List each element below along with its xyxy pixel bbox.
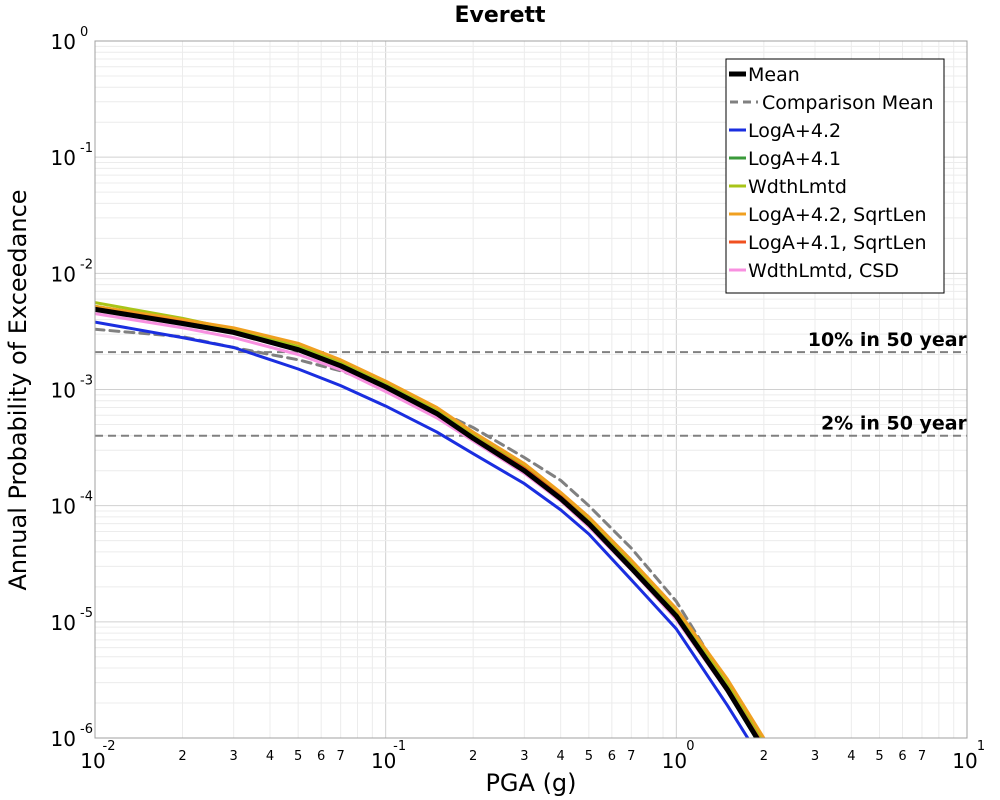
- x-tick-label: 10: [662, 749, 687, 773]
- x-minor-tick-label: 5: [875, 749, 883, 764]
- x-minor-tick-label: 5: [585, 749, 593, 764]
- x-minor-tick-label: 7: [337, 749, 345, 764]
- y-tick-label: 10: [51, 495, 76, 519]
- x-tick-label: 10: [80, 749, 105, 773]
- x-axis-label: PGA (g): [485, 769, 576, 797]
- x-minor-tick-label: 7: [627, 749, 635, 764]
- series-line: [95, 301, 763, 738]
- reference-line-label: 2% in 50 year: [821, 413, 968, 435]
- series-line: [95, 306, 760, 738]
- legend-label: LogA+4.1: [748, 148, 841, 170]
- x-minor-tick-label: 3: [811, 749, 819, 764]
- legend-label: LogA+4.2: [748, 120, 841, 142]
- y-tick-exponent: -1: [80, 141, 93, 156]
- y-tick-label: 10: [51, 727, 76, 751]
- series-line: [95, 320, 750, 738]
- x-minor-tick-label: 6: [608, 749, 616, 764]
- x-minor-tick-label: 6: [898, 749, 906, 764]
- x-tick-exponent: -2: [103, 739, 116, 754]
- y-tick-label: 10: [51, 262, 76, 286]
- reference-line-label: 10% in 50 year: [808, 329, 968, 351]
- y-tick-label: 10: [51, 379, 76, 403]
- y-tick-label: 10: [51, 611, 76, 635]
- y-tick-label: 10: [51, 30, 76, 54]
- legend-label: WdthLmtd, CSD: [748, 260, 899, 282]
- y-tick-label: 10: [51, 146, 76, 170]
- series-line: [95, 304, 766, 738]
- legend-label: Mean: [748, 64, 800, 86]
- legend-label: Comparison Mean: [762, 92, 934, 114]
- legend: Mean Comparison Mean LogA+4.2 LogA+4.1 WdthL…: [725, 58, 945, 294]
- reference-lines: 10% in 50 year 2% in 50 year: [95, 329, 968, 437]
- x-minor-tick-label: 6: [317, 749, 325, 764]
- y-axis-label: Annual Probability of Exceedance: [4, 189, 32, 590]
- y-tick-exponent: 0: [80, 25, 88, 40]
- x-tick-label: 10: [371, 749, 396, 773]
- legend-box: [725, 58, 945, 294]
- x-minor-tick-label: 2: [760, 749, 768, 764]
- x-minor-tick-label: 5: [294, 749, 302, 764]
- series-lines: [95, 301, 766, 738]
- chart-title: Everett: [454, 3, 546, 28]
- x-minor-tick-label: 3: [520, 749, 528, 764]
- plot-frame: [94, 40, 968, 739]
- x-minor-tick-label: 7: [918, 749, 926, 764]
- x-tick-exponent: 0: [686, 739, 694, 754]
- y-tick-exponent: -2: [80, 257, 93, 272]
- legend-label: LogA+4.1, SqrtLen: [748, 232, 927, 254]
- legend-label: WdthLmtd: [748, 176, 847, 198]
- legend-label: LogA+4.2, SqrtLen: [748, 204, 927, 226]
- y-tick-exponent: -3: [80, 374, 93, 389]
- y-tick-exponent: -5: [80, 606, 93, 621]
- x-tick-exponent: -1: [393, 739, 406, 754]
- y-tick-exponent: -4: [80, 490, 93, 505]
- x-minor-tick-label: 2: [469, 749, 477, 764]
- x-minor-tick-label: 2: [178, 749, 186, 764]
- y-tick-labels: 10 -6 10 -5 10 -4 10 -3 10 -2 10 -1 10 0: [51, 25, 93, 751]
- x-tick-exponent: 1: [977, 739, 985, 754]
- x-tick-label: 10: [952, 749, 977, 773]
- x-minor-tick-label: 4: [266, 749, 274, 764]
- x-minor-tick-label: 4: [847, 749, 855, 764]
- x-minor-tick-label: 3: [230, 749, 238, 764]
- y-tick-exponent: -6: [80, 722, 93, 737]
- x-minor-tick-label: 4: [557, 749, 565, 764]
